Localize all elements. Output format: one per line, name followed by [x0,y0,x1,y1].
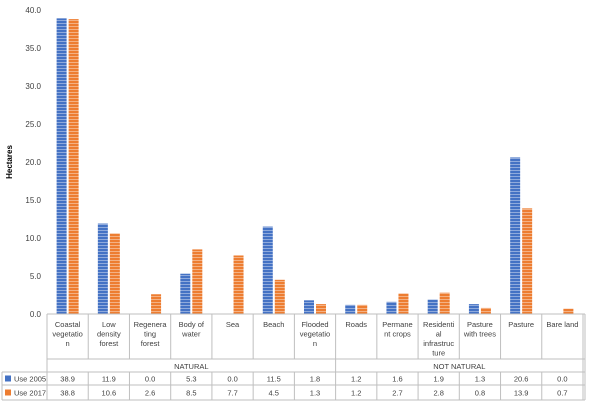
chart-axes: 0.0 5.0 10.0 15.0 20.0 25.0 30.0 35.0 40.0 [25,6,41,319]
bar-use-2017 [192,249,203,314]
bar-use-2017 [357,304,368,314]
data-label: 1.6 [392,375,402,384]
category-label: Permane nt crops [382,320,412,339]
y-tick-label: 35.0 [25,44,41,53]
category-label: Low density forest [97,320,121,348]
category-label: Pasture with trees [463,320,496,339]
data-label: 2.8 [433,389,443,398]
data-label: 0.0 [145,375,155,384]
category-label: Regenera ting forest [134,320,168,348]
group-label: NOT NATURAL [433,362,485,371]
bar-use-2005 [180,273,191,314]
data-label: 1.2 [351,375,361,384]
data-label: 5.3 [186,375,196,384]
y-tick-label: 0.0 [30,310,42,319]
bar-use-2005 [304,300,314,314]
data-label: 38.9 [60,375,75,384]
y-tick-label: 20.0 [25,158,41,167]
bar-use-2005 [427,299,438,314]
y-tick-label: 25.0 [25,120,41,129]
data-label: 38.8 [60,389,75,398]
y-tick-label: 5.0 [30,272,42,281]
bar-use-2017 [398,293,409,314]
category-label: Residenti al infrastruc ture [423,320,455,358]
data-label: 4.5 [269,389,279,398]
data-label: 7.7 [227,389,237,398]
bar-use-2005 [386,301,397,314]
data-label: 2.7 [392,389,402,398]
data-label: 0.8 [475,389,485,398]
data-label: 13.9 [514,389,529,398]
bar-use-2017 [563,308,574,314]
chart-bars [56,18,574,315]
y-tick-label: 15.0 [25,196,41,205]
category-label: Body of water [179,320,205,339]
bar-use-2005 [468,304,479,314]
data-label: 1.9 [433,375,443,384]
legend-label: Use 2017 [14,389,46,398]
bar-use-2017 [68,19,79,315]
data-label: 10.6 [102,389,117,398]
category-label: Sea [226,320,240,329]
bar-use-2017 [274,279,285,314]
data-label: 1.3 [475,375,485,384]
data-label: 2.6 [145,389,155,398]
bar-use-2017 [480,307,491,314]
legend-swatch [5,389,11,396]
bar-use-2005 [510,157,521,314]
bar-use-2017 [439,292,450,314]
y-tick-label: 40.0 [25,6,41,15]
data-label: 0.0 [557,375,567,384]
y-tick-label: 10.0 [25,234,41,243]
bar-use-2005 [262,226,273,314]
category-label: Bare land [546,320,578,329]
data-label: 0.0 [227,375,237,384]
data-label: 11.9 [102,375,116,384]
data-table: Coastal vegetatio n Low density forest Regener… [1,313,586,401]
category-label: Beach [263,320,284,329]
data-label: 8.5 [186,389,196,398]
bar-use-2017 [151,294,162,314]
data-label: 11.5 [267,375,281,384]
bar-use-2005 [97,223,108,314]
data-label: 0.7 [557,389,567,398]
data-label: 20.6 [514,375,529,384]
bar-use-2005 [345,304,356,314]
data-label: 1.3 [310,389,320,398]
y-tick-label: 30.0 [25,82,41,91]
bar-use-2017 [109,233,120,314]
legend-label: Use 2005 [14,375,46,384]
data-label: 1.2 [351,389,361,398]
bar-use-2017 [233,255,244,314]
data-label: 1.8 [310,375,320,384]
category-label: Coastal vegetatio n [52,320,82,348]
group-label: NATURAL [174,362,208,371]
category-label: Pasture [508,320,534,329]
bar-use-2017 [316,304,326,314]
bar-use-2005 [56,18,67,315]
legend-swatch [5,375,11,382]
category-label: Flooded vegetatio n [300,320,330,348]
bar-use-2017 [522,208,533,314]
category-label: Roads [345,320,367,329]
y-axis-label: Hectares [5,145,14,179]
